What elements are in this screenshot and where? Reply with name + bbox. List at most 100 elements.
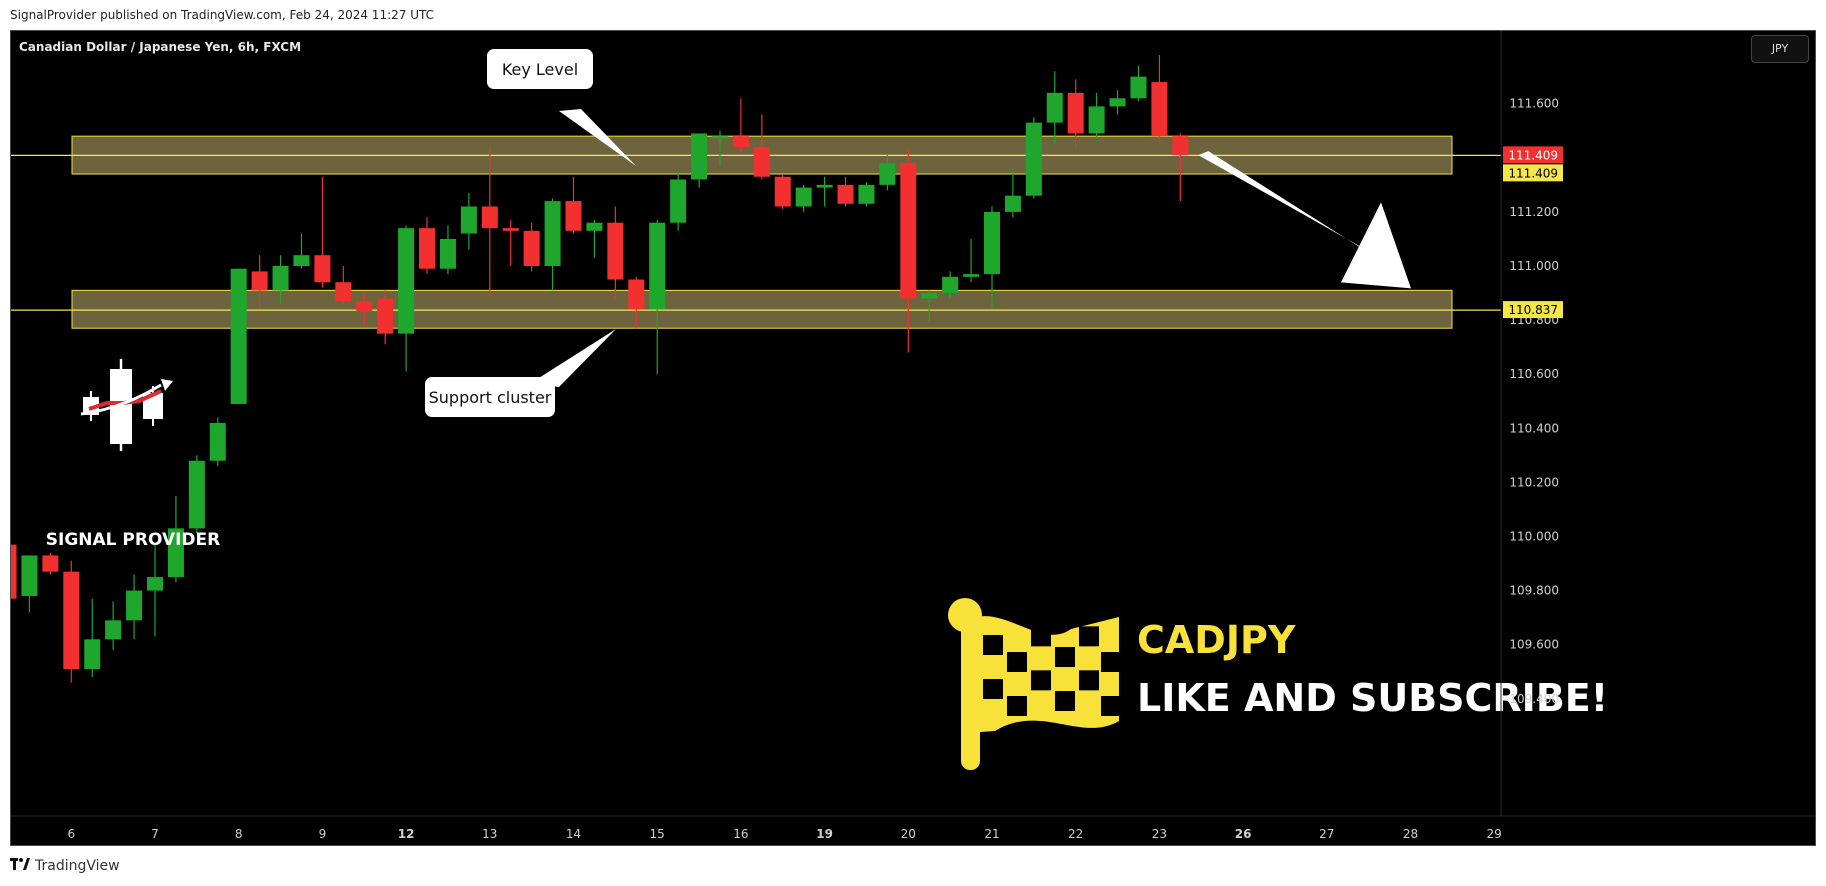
flag-check <box>1101 652 1121 672</box>
candle-18 <box>356 293 373 326</box>
candle-body <box>188 460 205 529</box>
watermark-brand-text: SIGNAL PROVIDER <box>46 530 221 550</box>
candle-body <box>774 176 791 207</box>
candle-10 <box>188 455 205 534</box>
candle-8 <box>147 544 163 637</box>
flag-check <box>1055 647 1075 667</box>
flag-check <box>1031 626 1051 647</box>
arrow-head <box>1341 202 1411 289</box>
candle-body <box>1130 76 1147 99</box>
candle-body <box>1088 106 1105 134</box>
candle-body <box>795 187 812 207</box>
x-tick-label: 14 <box>566 827 581 841</box>
support-cluster-label: Support cluster <box>429 388 552 407</box>
projection-arrow <box>1198 151 1411 289</box>
candle-body <box>335 282 352 302</box>
candle-body <box>1004 195 1021 212</box>
currency-selector[interactable]: JPY <box>1751 35 1809 63</box>
candle-29 <box>586 220 603 258</box>
candle-body <box>11 544 17 599</box>
candle-49 <box>1004 168 1021 218</box>
candlestick-chart[interactable]: Key Level Support cluster SIGNAL PROVIDER… <box>11 31 1816 846</box>
candle-body <box>63 571 80 670</box>
candle-33 <box>670 171 687 231</box>
candle-35 <box>711 130 728 166</box>
candle-body <box>1109 98 1126 107</box>
candle-body <box>816 184 833 188</box>
candle-body <box>419 228 436 269</box>
x-tick-label: 22 <box>1068 827 1083 841</box>
candle-46 <box>942 271 959 299</box>
promo-pair: CADJPY <box>1137 618 1296 662</box>
candle-body <box>921 293 938 299</box>
x-tick-label: 21 <box>984 827 999 841</box>
flag-check <box>1031 670 1051 691</box>
candle-body <box>628 279 645 310</box>
candle-43 <box>879 155 896 191</box>
candle-5 <box>84 598 101 678</box>
candle-54 <box>1109 90 1126 115</box>
x-tick-label: 9 <box>319 827 327 841</box>
candle-body <box>837 184 854 204</box>
candle-body <box>481 206 498 229</box>
candle-body <box>942 276 959 294</box>
candle-20 <box>398 225 415 372</box>
candle-body <box>251 271 268 291</box>
candle-7 <box>126 574 143 640</box>
candle-body <box>460 206 477 234</box>
candle-body <box>565 201 582 231</box>
candle-51 <box>1046 71 1063 145</box>
candle-body <box>984 211 1000 275</box>
checkered-flag-icon <box>948 598 1121 770</box>
candle-body <box>167 528 184 578</box>
candle-16 <box>314 176 331 288</box>
candle-41 <box>837 176 854 207</box>
price-label-0: 111.409 <box>1503 146 1563 164</box>
candle-37 <box>753 114 770 180</box>
flag-check <box>1007 696 1027 716</box>
candle-1 <box>11 544 17 599</box>
price-label-box <box>1503 301 1563 319</box>
candle-15 <box>293 233 310 269</box>
candle-55 <box>1130 65 1147 101</box>
x-tick-label: 13 <box>482 827 497 841</box>
flag-check <box>1079 670 1099 691</box>
y-tick-label: 110.000 <box>1509 530 1559 544</box>
y-tick-label: 110.200 <box>1509 475 1559 489</box>
y-tick-label: 111.200 <box>1509 205 1559 219</box>
price-label-box <box>1503 146 1563 164</box>
candle-body <box>272 266 289 291</box>
chart-title: Canadian Dollar / Japanese Yen, 6h, FXCM <box>19 40 301 54</box>
candle-23 <box>460 192 477 250</box>
footer-brand[interactable]: TradingView <box>10 858 120 874</box>
flag-check <box>1055 691 1075 711</box>
candle-2 <box>21 555 38 613</box>
candle-body <box>356 301 373 312</box>
candle-28 <box>565 176 582 234</box>
candle-11 <box>209 417 226 467</box>
x-tick-label: 28 <box>1403 827 1418 841</box>
candle-38 <box>774 174 791 210</box>
candle-body <box>230 268 247 404</box>
y-tick-label: 109.800 <box>1509 584 1559 598</box>
x-tick-label: 26 <box>1235 827 1252 841</box>
x-tick-label: 6 <box>67 827 75 841</box>
candle-53 <box>1088 92 1105 139</box>
arrow-shaft <box>1198 151 1368 253</box>
chart-panel[interactable]: Key Level Support cluster SIGNAL PROVIDER… <box>10 30 1816 846</box>
candle-57 <box>1172 133 1189 202</box>
tradingview-logo-icon <box>10 858 30 874</box>
candle-17 <box>335 266 352 304</box>
callout-pointer <box>559 109 636 166</box>
candle-21 <box>419 217 436 275</box>
x-tick-label: 27 <box>1319 827 1334 841</box>
candle-body <box>523 230 540 266</box>
x-tick-label: 12 <box>398 827 415 841</box>
candle-body <box>544 201 561 266</box>
candle-44 <box>900 149 917 353</box>
flag-check <box>983 679 1003 699</box>
candle-body <box>732 136 749 147</box>
candle-body <box>753 146 770 177</box>
price-label-box <box>1503 164 1563 182</box>
candle-body <box>1151 82 1168 137</box>
